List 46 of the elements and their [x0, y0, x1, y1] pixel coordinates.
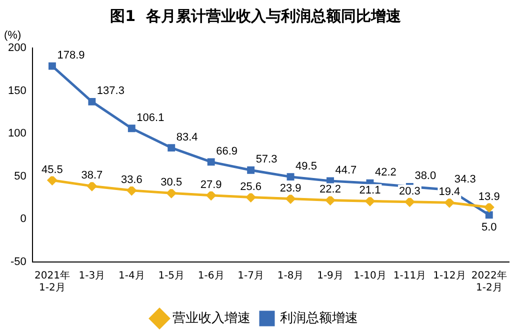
x-tick-label: 1-11月	[393, 270, 426, 282]
data-label: 25.6	[240, 180, 262, 193]
data-label: 27.9	[200, 178, 222, 191]
x-tick-label: 1-12月	[433, 270, 466, 282]
data-label: 57.3	[256, 154, 278, 166]
data-label: 5.0	[481, 221, 497, 234]
data-label: 49.5	[296, 160, 317, 172]
data-label: 23.9	[280, 182, 302, 194]
x-tick-label: 1-3月	[78, 270, 106, 282]
data-label: 13.9	[478, 190, 500, 203]
data-label: 19.4	[438, 186, 460, 198]
data-label: 22.2	[320, 184, 341, 196]
x-tick-label: 1-4月	[118, 270, 145, 282]
x-tick-label: 1-9月	[317, 270, 344, 282]
data-label: 45.5	[42, 164, 63, 176]
legend-label: 利润总额增速	[280, 310, 358, 326]
y-tick-label: 100	[8, 128, 26, 140]
y-tick-label: 150	[8, 84, 26, 97]
y-axis-title: (%)	[4, 30, 22, 42]
data-label: 21.1	[359, 184, 381, 197]
data-label: 106.1	[136, 112, 164, 124]
y-tick-label: 0	[20, 213, 26, 226]
data-label: 83.4	[176, 131, 198, 144]
data-label: 20.3	[398, 185, 420, 198]
y-tick-label: 50	[14, 170, 26, 182]
data-label: 38.7	[81, 170, 103, 182]
y-tick-label: -50	[10, 256, 26, 268]
legend-label: 营业收入增速	[172, 310, 250, 326]
data-label: 44.7	[335, 164, 357, 176]
data-label: 42.2	[374, 166, 396, 179]
data-label: 34.3	[454, 173, 476, 186]
x-tick-label: 2021年 1-2月	[34, 270, 70, 294]
data-label: 30.5	[160, 176, 182, 189]
y-tick-label: 200	[8, 42, 26, 54]
data-label: 178.9	[57, 50, 85, 62]
x-tick-label: 1-8月	[277, 270, 304, 282]
x-tick-label: 2022年 1-2月	[471, 270, 507, 294]
x-tick-label: 1-7月	[238, 270, 264, 282]
data-label: 38.0	[414, 170, 436, 182]
data-label: 33.6	[120, 174, 142, 186]
data-label: 137.3	[96, 85, 124, 98]
x-tick-label: 1-6月	[198, 270, 224, 282]
chart-title: 图1 各月累计营业收入与利润总额同比增速	[110, 6, 402, 25]
data-label: 66.9	[216, 145, 238, 158]
x-tick-label: 1-5月	[158, 270, 185, 282]
x-tick-label: 1-10月	[354, 270, 386, 282]
